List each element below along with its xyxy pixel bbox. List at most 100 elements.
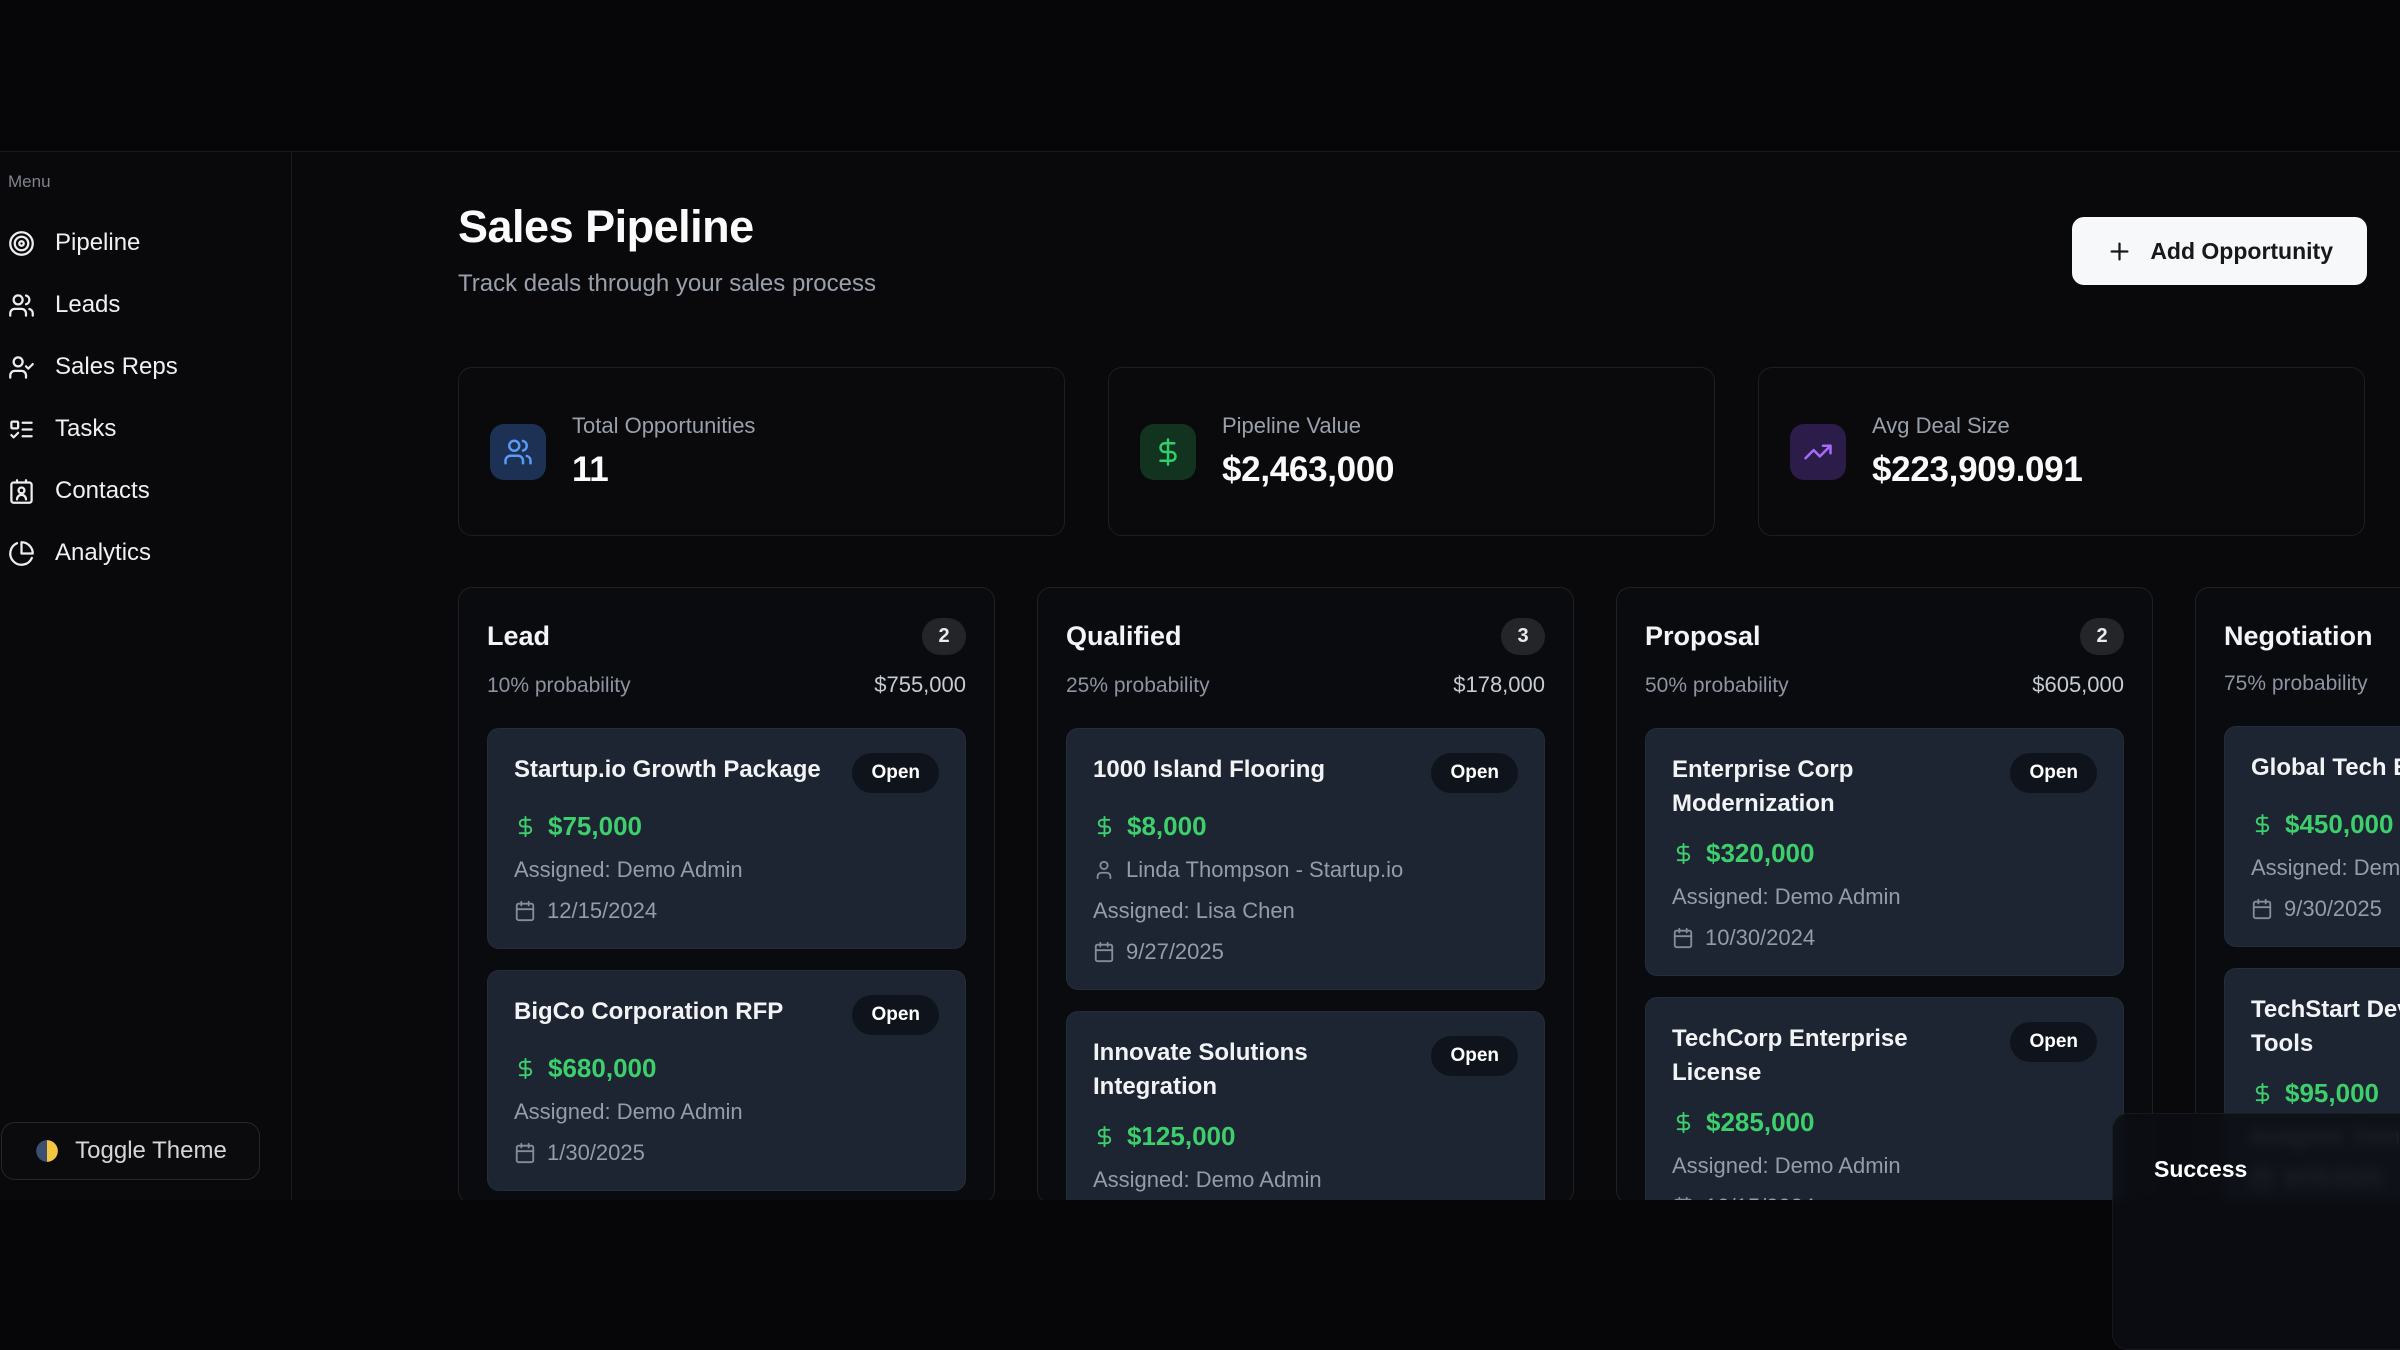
sidebar-item-label: Contacts [55, 477, 150, 504]
opportunity-card[interactable]: Global Tech ExpansionOpen $450,000 Assigne… [2224, 726, 2400, 947]
opportunity-card[interactable]: Startup.io Growth Package Open $75,000 Assi… [487, 728, 966, 949]
sidebar-item-leads[interactable]: Leads [8, 282, 281, 328]
column-title: Negotiation [2224, 621, 2373, 651]
sidebar-nav: Pipeline Leads Sales Reps Tasks Contacts Anal… [8, 220, 281, 576]
card-date: 9/30/2025 [2284, 896, 2382, 921]
sidebar-item-pipeline[interactable]: Pipeline [8, 220, 281, 266]
card-amount: $8,000 [1127, 811, 1207, 841]
dollar-sign-icon [1140, 423, 1196, 480]
sidebar-item-label: Sales Reps [55, 353, 178, 380]
page-title-block: Sales Pipeline Track deals through your … [458, 201, 876, 298]
column-header: Negotiation [2224, 618, 2400, 655]
column-probability: 75% probability [2224, 672, 2368, 695]
user-icon [1093, 859, 1115, 881]
column-subheader: 25% probability $178,000 [1066, 672, 1545, 698]
toggle-theme-button[interactable]: Toggle Theme [1, 1122, 260, 1180]
card-date: 12/15/2024 [547, 898, 658, 923]
dollar-sign-icon [1672, 842, 1695, 865]
card-title: TechCorp Enterprise License [1672, 1025, 1908, 1086]
column-count-badge: 2 [922, 618, 966, 655]
sidebar-item-contacts[interactable]: Contacts [8, 468, 281, 514]
column-header: Lead 2 [487, 618, 966, 655]
opportunity-card[interactable]: Innovate Solutions Integration Open $125,0… [1066, 1011, 1545, 1200]
contact-card-icon [8, 478, 35, 505]
opportunity-card[interactable]: 1000 Island Flooring Open $8,000 Linda Thom… [1066, 728, 1545, 990]
card-amount-row: $285,000 [1672, 1107, 2097, 1138]
dollar-sign-icon [1672, 1111, 1695, 1134]
card-contact: Linda Thompson - Startup.io [1126, 857, 1404, 882]
card-amount: $680,000 [548, 1053, 657, 1083]
card-header: Global Tech ExpansionOpen [2251, 751, 2400, 791]
column-subheader: 75% probability [2224, 672, 2400, 696]
column-title: Proposal [1645, 621, 1761, 651]
card-header: Startup.io Growth Package Open [514, 753, 939, 793]
column-subheader: 50% probability $605,000 [1645, 672, 2124, 698]
pipeline-column-negotiation: Negotiation 75% probability Global Tech Ex… [2195, 587, 2400, 1200]
column-probability: 50% probability [1645, 674, 1789, 697]
card-amount: $450,000 [2285, 809, 2394, 839]
opportunity-card[interactable]: TechCorp Enterprise License Open $285,000 A… [1645, 997, 2124, 1200]
card-amount-row: $450,000 [2251, 809, 2400, 840]
card-amount: $285,000 [1706, 1107, 1815, 1138]
card-title: Startup.io Growth Package [514, 756, 821, 783]
card-title: 1000 Island Flooring [1093, 756, 1326, 783]
card-date: 1/30/2025 [547, 1140, 645, 1165]
add-opportunity-button[interactable]: Add Opportunity [2072, 217, 2367, 285]
user-check-icon [8, 354, 35, 381]
card-assigned: Assigned: Demo Admin [514, 1099, 743, 1124]
stat-value: 11 [572, 450, 609, 489]
half-moon-icon [34, 1138, 60, 1164]
dollar-sign-icon [1093, 1125, 1116, 1148]
column-title: Qualified [1066, 621, 1182, 651]
sidebar-item-label: Tasks [55, 415, 117, 442]
card-assigned-row: Assigned: Demo Admin [2251, 855, 2400, 881]
dollar-sign-icon [2251, 1082, 2274, 1105]
card-assigned-row: Assigned: Demo Admin [1672, 884, 2097, 910]
card-amount: $95,000 [2285, 1078, 2379, 1109]
card-title: TechStart Development Tools [2251, 996, 2400, 1057]
stat-card-avg-deal-size: Avg Deal Size $223,909.091 [1758, 367, 2365, 536]
stat-text: Total Opportunities 11 [572, 413, 755, 490]
toast-message: Success [2154, 1156, 2248, 1182]
sidebar-item-label: Pipeline [55, 229, 141, 256]
card-assigned-row: Assigned: Demo Admin [514, 857, 939, 883]
stat-text: Pipeline Value $2,463,000 [1222, 413, 1394, 490]
card-title: Enterprise Corp Modernization [1672, 756, 1854, 817]
dollar-sign-icon [1093, 815, 1116, 838]
dollar-sign-icon [2251, 813, 2274, 836]
card-assigned: Assigned: Demo Admin [1093, 1167, 1322, 1193]
sidebar: Menu Pipeline Leads Sales Reps Tasks Contact… [0, 152, 292, 1200]
opportunity-card[interactable]: BigCo Corporation RFP Open $680,000 Assigne… [487, 970, 966, 1191]
opportunity-card[interactable]: Enterprise Corp Modernization Open $320,00… [1645, 728, 2124, 977]
card-header: 1000 Island Flooring Open [1093, 753, 1518, 793]
target-icon [8, 230, 35, 257]
card-assigned: Assigned: Demo Admin [1672, 1153, 1901, 1179]
card-amount-row: $125,000 [1093, 1121, 1518, 1152]
card-header: BigCo Corporation RFP Open [514, 995, 939, 1035]
page-header: Sales Pipeline Track deals through your … [458, 201, 2400, 298]
card-amount-row: $8,000 [1093, 811, 1518, 842]
card-date-row: 9/30/2025 [2251, 896, 2400, 922]
card-amount-row: $680,000 [514, 1053, 939, 1084]
card-assigned: Assigned: Lisa Chen [1093, 898, 1295, 923]
stat-card-total-opportunities: Total Opportunities 11 [458, 367, 1065, 536]
pie-chart-icon [8, 540, 35, 567]
success-toast: Success [2112, 1113, 2400, 1350]
app-window: Menu Pipeline Leads Sales Reps Tasks Contact… [0, 151, 2400, 1200]
column-header: Proposal 2 [1645, 618, 2124, 655]
sidebar-item-sales-reps[interactable]: Sales Reps [8, 344, 281, 390]
sidebar-item-tasks[interactable]: Tasks [8, 406, 281, 452]
card-status-badge: Open [2010, 753, 2097, 793]
sidebar-item-analytics[interactable]: Analytics [8, 530, 281, 576]
card-header: TechCorp Enterprise License Open [1672, 1022, 2097, 1089]
pipeline-column-proposal: Proposal 2 50% probability $605,000 Enterpri… [1616, 587, 2153, 1200]
column-cards: Startup.io Growth Package Open $75,000 Assi… [487, 728, 966, 1191]
column-subheader: 10% probability $755,000 [487, 672, 966, 698]
sidebar-section-label: Menu [8, 172, 51, 191]
card-status-badge: Open [1431, 753, 1518, 793]
card-assigned: Assigned: Demo Admin [2251, 855, 2400, 880]
stat-label: Total Opportunities [572, 413, 756, 438]
card-assigned: Assigned: Demo Admin [514, 857, 743, 882]
card-date-row: 12/15/2024 [514, 898, 939, 924]
stat-text: Avg Deal Size $223,909.091 [1872, 413, 2083, 490]
